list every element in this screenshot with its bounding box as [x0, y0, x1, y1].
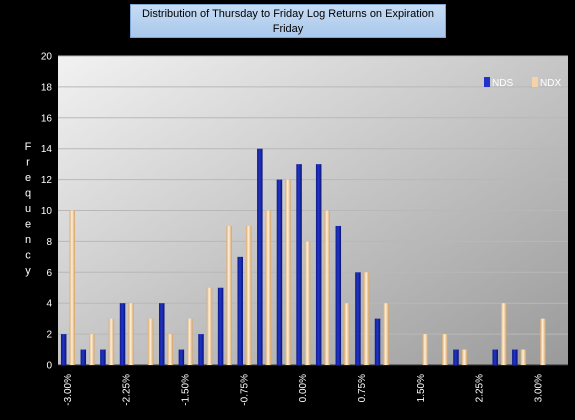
- bar-ndx: [304, 241, 311, 365]
- legend-swatch-nds: [484, 77, 490, 87]
- bar-nds: [257, 148, 263, 365]
- bar-ndx: [89, 334, 95, 365]
- legend-swatch-ndx: [532, 77, 538, 87]
- bar-nds: [217, 287, 224, 365]
- y-tick-label: 18: [41, 82, 53, 93]
- y-axis-label-char: u: [25, 203, 31, 215]
- y-axis-label-char: e: [25, 172, 31, 184]
- y-axis-label-char: q: [25, 188, 31, 200]
- bar-ndx: [167, 334, 174, 365]
- bar-ndx: [363, 272, 370, 365]
- y-tick-label: 10: [41, 206, 53, 217]
- y-axis-label-char: F: [25, 141, 32, 153]
- x-tick-label: 1.50%: [416, 374, 427, 402]
- bar-ndx: [540, 318, 546, 365]
- chart-title: Distribution of Thursday to Friday Log R…: [141, 8, 435, 35]
- bar-nds: [296, 164, 302, 365]
- y-tick-label: 12: [41, 175, 53, 186]
- y-axis-label-char: n: [25, 234, 31, 246]
- bar-ndx: [147, 318, 154, 365]
- bar-nds: [100, 349, 106, 365]
- bar-nds: [512, 349, 518, 365]
- bar-ndx: [245, 225, 252, 365]
- x-tick-label: 3.00%: [534, 374, 545, 402]
- y-tick-label: 16: [41, 113, 53, 124]
- bar-nds: [453, 349, 459, 365]
- x-tick-label: 2.25%: [475, 374, 486, 402]
- bar-ndx: [344, 303, 350, 365]
- x-tick-label: 0.75%: [357, 374, 368, 402]
- bar-ndx: [108, 318, 115, 365]
- y-tick-label: 0: [46, 361, 52, 372]
- y-tick-label: 14: [41, 144, 53, 155]
- bar-ndx: [265, 210, 272, 365]
- bar-ndx: [500, 303, 507, 365]
- y-axis-label-char: y: [25, 265, 31, 277]
- bar-nds: [178, 349, 185, 365]
- y-tick-label: 2: [46, 330, 52, 341]
- bar-nds: [119, 303, 126, 365]
- bar-nds: [159, 303, 165, 365]
- x-tick-label: -2.25%: [122, 374, 133, 406]
- y-axis-label-char: c: [25, 250, 31, 262]
- x-tick-label: 0.00%: [298, 374, 309, 402]
- bar-ndx: [383, 303, 389, 365]
- bar-nds: [335, 225, 342, 365]
- bar-nds: [492, 349, 498, 365]
- bar-nds: [355, 272, 361, 365]
- bar-ndx: [422, 334, 429, 365]
- y-tick-label: 6: [46, 268, 52, 279]
- bar-ndx: [285, 179, 291, 365]
- bar-ndx: [442, 334, 448, 365]
- bar-ndx: [461, 349, 468, 365]
- bar-nds: [374, 318, 381, 365]
- bar-ndx: [187, 318, 193, 365]
- bar-nds: [315, 164, 322, 365]
- bar-nds: [237, 256, 243, 365]
- bar-ndx: [226, 225, 232, 365]
- y-axis-label-char: r: [26, 157, 30, 169]
- y-axis-label-char: e: [25, 219, 31, 231]
- chart-subtitle: NDS compared to NDX: [231, 38, 345, 50]
- legend-label-nds: NDS: [492, 78, 513, 89]
- bar-ndx: [324, 210, 330, 365]
- bar-ndx: [69, 210, 75, 365]
- chart-title-box: Distribution of Thursday to Friday Log R…: [130, 4, 446, 50]
- bar-ndx: [520, 349, 527, 365]
- y-tick-label: 20: [41, 52, 53, 63]
- bar-nds: [198, 334, 204, 365]
- bar-ndx: [206, 287, 213, 365]
- x-tick-label: -3.00%: [63, 374, 74, 406]
- x-tick-label: -1.50%: [181, 374, 192, 406]
- bar-nds: [80, 349, 87, 365]
- x-tick-label: -0.75%: [239, 374, 250, 406]
- legend-label-ndx: NDX: [540, 78, 561, 89]
- bar-ndx: [128, 303, 134, 365]
- y-tick-label: 4: [46, 299, 52, 310]
- y-tick-label: 8: [46, 237, 52, 248]
- bar-nds: [60, 334, 67, 365]
- bar-nds: [276, 179, 283, 365]
